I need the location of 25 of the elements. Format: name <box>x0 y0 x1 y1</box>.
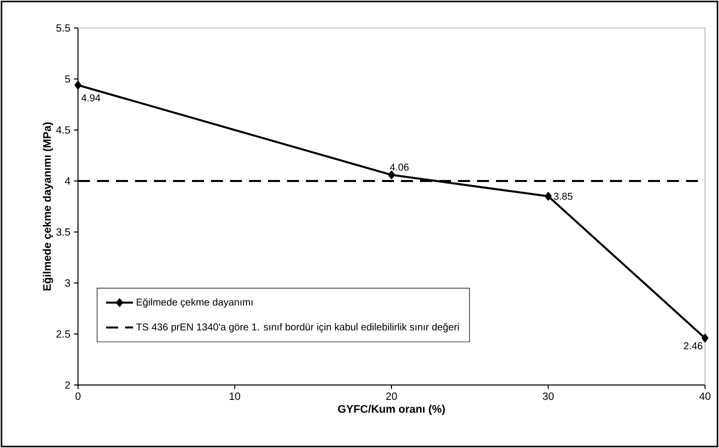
data-label: 3.85 <box>554 192 572 200</box>
legend-label: Eğilmede çekme dayanımı <box>136 298 252 308</box>
x-tick-label: 30 <box>542 392 554 400</box>
data-label: 2.46 <box>684 342 702 350</box>
y-tick-label: 5.5 <box>56 24 70 32</box>
point <box>74 80 82 90</box>
y-tick-label: 2.5 <box>56 330 70 338</box>
x-tick-label: 0 <box>75 392 80 400</box>
y-tick-label: 3 <box>65 279 70 287</box>
x-tick-label: 10 <box>230 392 240 400</box>
y-tick-label: 4 <box>64 177 70 185</box>
legend-label: TS 436 prEN 1340'a göre 1. sınıf bordür için kabul edilebilirlik sınır değeri <box>136 323 459 332</box>
point <box>544 192 552 200</box>
point <box>388 170 395 180</box>
y-axis-title: Eğilmede çekme dayanımı (MPa) <box>42 122 54 290</box>
y-tick-label: 3.5 <box>56 228 70 236</box>
point <box>702 334 708 342</box>
x-axis-title: GYFC/Kum oranı (%) <box>338 404 445 415</box>
x-tick-label: 40 <box>699 392 710 400</box>
y-tick-label: 5 <box>65 75 70 83</box>
data-label: 4.06 <box>390 164 409 171</box>
y-tick-label: 2 <box>65 381 70 389</box>
data-label: 4.94 <box>81 94 100 102</box>
x-tick-label: 20 <box>386 392 397 400</box>
y-tick-label: 4.5 <box>56 126 70 134</box>
